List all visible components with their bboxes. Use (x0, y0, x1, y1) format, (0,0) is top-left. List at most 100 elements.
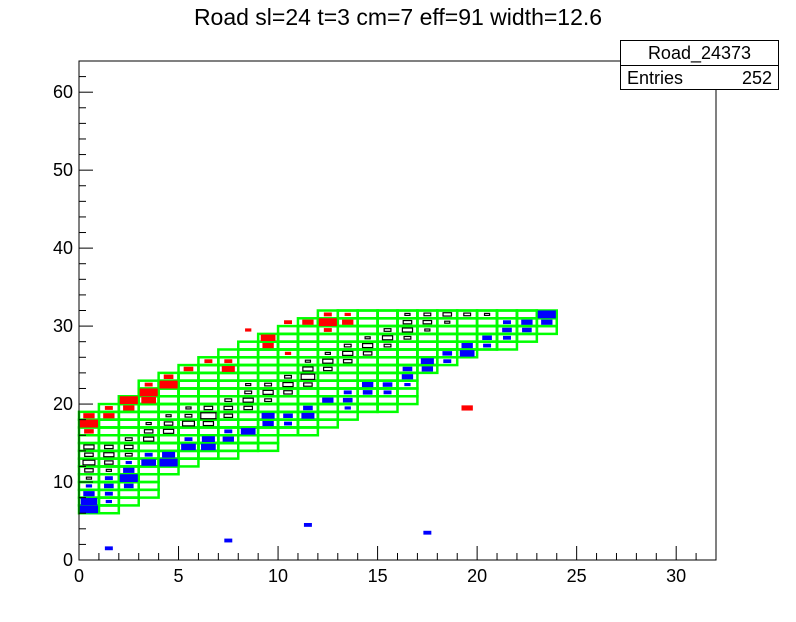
red-cell (144, 382, 153, 387)
blue-cell (404, 382, 411, 387)
black-cell (282, 381, 294, 388)
blue-cell (105, 499, 112, 504)
black-cell (262, 389, 274, 395)
black-cell (145, 421, 152, 426)
black-cell (264, 398, 273, 403)
red-cell (119, 396, 138, 405)
blue-cell (503, 320, 511, 325)
road-box (376, 309, 399, 320)
road-box (475, 309, 499, 320)
blue-cell (401, 374, 414, 380)
cell-layer (79, 310, 556, 551)
blue-cell (181, 443, 196, 451)
blue-cell (322, 397, 334, 403)
red-cell (318, 318, 337, 327)
red-cell (344, 312, 351, 316)
blue-cell (461, 342, 473, 349)
blue-cell (201, 443, 216, 451)
blue-cell (361, 381, 374, 388)
black-cell (283, 390, 293, 395)
red-cell (123, 405, 135, 411)
black-cell (245, 382, 252, 387)
blue-cell (362, 390, 373, 395)
black-cell (303, 382, 313, 387)
stats-entries-label: Entries (627, 68, 684, 88)
y-tick-label: 10 (53, 472, 73, 492)
red-cell (141, 396, 157, 404)
blue-cell (83, 491, 95, 497)
black-cell (302, 366, 314, 372)
stats-entries-value: 252 (741, 68, 772, 88)
y-tick-label: 40 (53, 238, 73, 258)
black-cell (184, 413, 193, 418)
black-cell (242, 397, 254, 403)
black-cell (304, 359, 312, 363)
red-cell (104, 406, 113, 410)
black-cell (185, 406, 192, 410)
blue-cell (184, 437, 193, 442)
road-box (276, 324, 300, 336)
black-cell (124, 437, 133, 442)
black-cell (103, 452, 115, 458)
black-cell (84, 452, 94, 457)
black-cell (403, 335, 412, 340)
red-cell (163, 374, 174, 380)
black-cell (422, 319, 433, 325)
road-box (217, 348, 240, 359)
blue-cell (459, 350, 475, 357)
black-cell (404, 312, 411, 316)
red-cell (221, 366, 235, 372)
road-box (495, 309, 519, 320)
blue-cell (521, 319, 533, 325)
black-cell (401, 327, 414, 333)
red-cell (159, 380, 178, 389)
red-cell (262, 342, 274, 349)
blue-cell (125, 460, 132, 465)
black-cell (85, 476, 93, 480)
red-cell (245, 328, 252, 332)
black-cell (83, 444, 95, 450)
y-tick-label: 60 (53, 82, 73, 102)
black-cell (342, 358, 353, 364)
red-cell (260, 334, 276, 342)
blue-cell (119, 474, 138, 483)
blue-cell (123, 483, 134, 489)
y-tick-label: 50 (53, 160, 73, 180)
black-cell (223, 413, 234, 419)
black-cell (243, 405, 254, 411)
black-cell (463, 312, 472, 317)
blue-cell (342, 397, 353, 403)
black-cell (224, 398, 233, 403)
x-tick-label: 5 (174, 566, 184, 586)
red-cell (204, 359, 213, 364)
black-cell (483, 312, 491, 316)
blue-cell (222, 436, 234, 442)
blue-cell (382, 382, 393, 387)
black-cell (324, 351, 331, 355)
black-cell (202, 420, 215, 427)
black-cell (105, 468, 112, 472)
x-tick-label: 20 (467, 566, 487, 586)
black-cell (383, 343, 392, 348)
blue-cell (343, 390, 352, 395)
blue-cell (344, 406, 351, 410)
blue-cell (502, 327, 512, 333)
black-cell (200, 412, 217, 420)
red-cell (139, 388, 158, 397)
red-cell (84, 429, 94, 434)
blue-cell (541, 319, 553, 325)
road-box (515, 309, 539, 320)
black-cell (423, 312, 432, 317)
blue-cell (85, 484, 93, 488)
blue-cell (283, 413, 293, 419)
y-tick-label: 20 (53, 394, 73, 414)
blue-cell (79, 505, 99, 514)
stats-box: Road_24373 Entries 252 (620, 40, 779, 90)
black-cell (203, 405, 214, 411)
blue-cell (162, 451, 176, 458)
black-cell (442, 312, 453, 317)
stats-entries-row: Entries 252 (621, 66, 778, 90)
red-cell (323, 328, 332, 332)
blue-cell (123, 467, 135, 473)
